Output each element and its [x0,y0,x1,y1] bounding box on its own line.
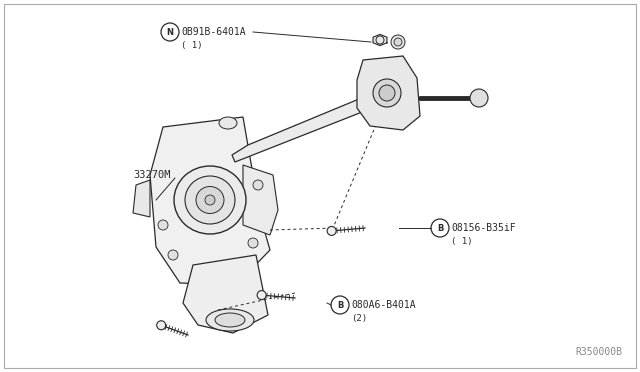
Circle shape [248,238,258,248]
Text: (2): (2) [351,314,367,323]
Polygon shape [183,255,268,333]
Ellipse shape [205,195,215,205]
Polygon shape [243,165,278,235]
Circle shape [158,220,168,230]
Text: 33270M: 33270M [133,170,170,180]
Circle shape [394,38,402,46]
Text: ( 1): ( 1) [451,237,472,246]
Text: B: B [337,301,343,310]
Circle shape [168,250,178,260]
Circle shape [157,321,166,330]
Polygon shape [232,87,388,162]
Polygon shape [133,180,150,217]
Circle shape [391,35,405,49]
Text: N: N [166,28,173,36]
Ellipse shape [215,313,245,327]
Ellipse shape [185,176,235,224]
Text: 08156-B35iF: 08156-B35iF [451,223,516,233]
Circle shape [379,85,395,101]
Text: ( 1): ( 1) [181,41,202,49]
Text: R350000B: R350000B [575,347,622,357]
Ellipse shape [206,309,254,331]
Text: B: B [437,224,443,232]
Circle shape [257,291,266,299]
Circle shape [253,180,263,190]
Polygon shape [150,117,270,285]
Ellipse shape [174,166,246,234]
Circle shape [470,89,488,107]
Circle shape [373,79,401,107]
FancyBboxPatch shape [4,4,636,368]
Polygon shape [357,56,420,130]
Text: 0B91B-6401A: 0B91B-6401A [181,27,246,37]
Polygon shape [373,34,387,46]
Ellipse shape [219,117,237,129]
Circle shape [327,227,336,235]
Text: 080A6-B401A: 080A6-B401A [351,300,415,310]
Ellipse shape [196,186,224,214]
